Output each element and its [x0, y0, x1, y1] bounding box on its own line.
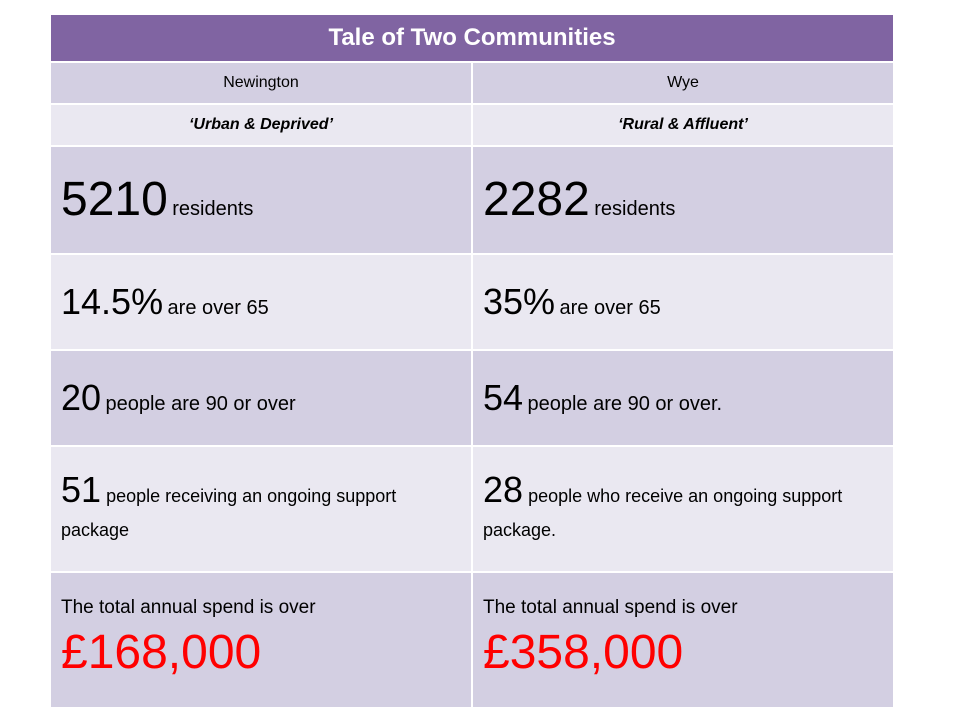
support-label: people who receive an ongoing support pa…	[483, 485, 843, 540]
over65-cell-wye: 35% are over 65	[471, 253, 895, 351]
spend-row: The total annual spend is over £168,000 …	[49, 571, 895, 709]
spend-value: £358,000	[483, 626, 684, 679]
residents-value: 5210	[61, 173, 168, 226]
support-row: 51 people receiving an ongoing support p…	[49, 445, 895, 573]
ninety-cell-wye: 54 people are 90 or over.	[471, 349, 895, 447]
over65-row: 14.5% are over 65 35% are over 65	[49, 253, 895, 351]
spend-value: £168,000	[61, 626, 262, 679]
spend-label: The total annual spend is over	[61, 597, 316, 618]
residents-value: 2282	[483, 173, 590, 226]
ninety-label: people are 90 or over	[105, 393, 296, 415]
ninety-cell-newington: 20 people are 90 or over	[49, 349, 473, 447]
tagline-newington: ‘Urban & Deprived’	[49, 103, 473, 147]
comparison-table: Tale of Two Communities Newington Wye ‘U…	[49, 13, 895, 709]
over65-value: 14.5%	[61, 281, 164, 322]
support-label: people receiving an ongoing support pack…	[61, 485, 397, 540]
support-value: 28	[483, 468, 524, 510]
over65-value: 35%	[483, 281, 556, 322]
ninety-value: 54	[483, 377, 524, 418]
support-cell-wye: 28 people who receive an ongoing support…	[471, 445, 895, 573]
community-name-newington: Newington	[49, 61, 473, 105]
residents-cell-newington: 5210 residents	[49, 145, 473, 255]
community-name-row: Newington Wye	[49, 61, 895, 105]
tagline-row: ‘Urban & Deprived’ ‘Rural & Affluent’	[49, 103, 895, 147]
residents-row: 5210 residents 2282 residents	[49, 145, 895, 255]
over65-cell-newington: 14.5% are over 65	[49, 253, 473, 351]
support-cell-newington: 51 people receiving an ongoing support p…	[49, 445, 473, 573]
tagline-wye: ‘Rural & Affluent’	[471, 103, 895, 147]
community-name-wye: Wye	[471, 61, 895, 105]
over65-label: are over 65	[167, 297, 269, 319]
ninety-value: 20	[61, 377, 102, 418]
title-row: Tale of Two Communities	[49, 13, 895, 63]
residents-label: residents	[172, 198, 254, 220]
over65-label: are over 65	[559, 297, 661, 319]
spend-label: The total annual spend is over	[483, 597, 738, 618]
ninety-label: people are 90 or over.	[527, 393, 723, 415]
spend-cell-newington: The total annual spend is over £168,000	[49, 571, 473, 709]
residents-label: residents	[594, 198, 676, 220]
table-title: Tale of Two Communities	[49, 13, 895, 63]
ninety-row: 20 people are 90 or over 54 people are 9…	[49, 349, 895, 447]
spend-cell-wye: The total annual spend is over £358,000	[471, 571, 895, 709]
support-value: 51	[61, 468, 102, 510]
residents-cell-wye: 2282 residents	[471, 145, 895, 255]
